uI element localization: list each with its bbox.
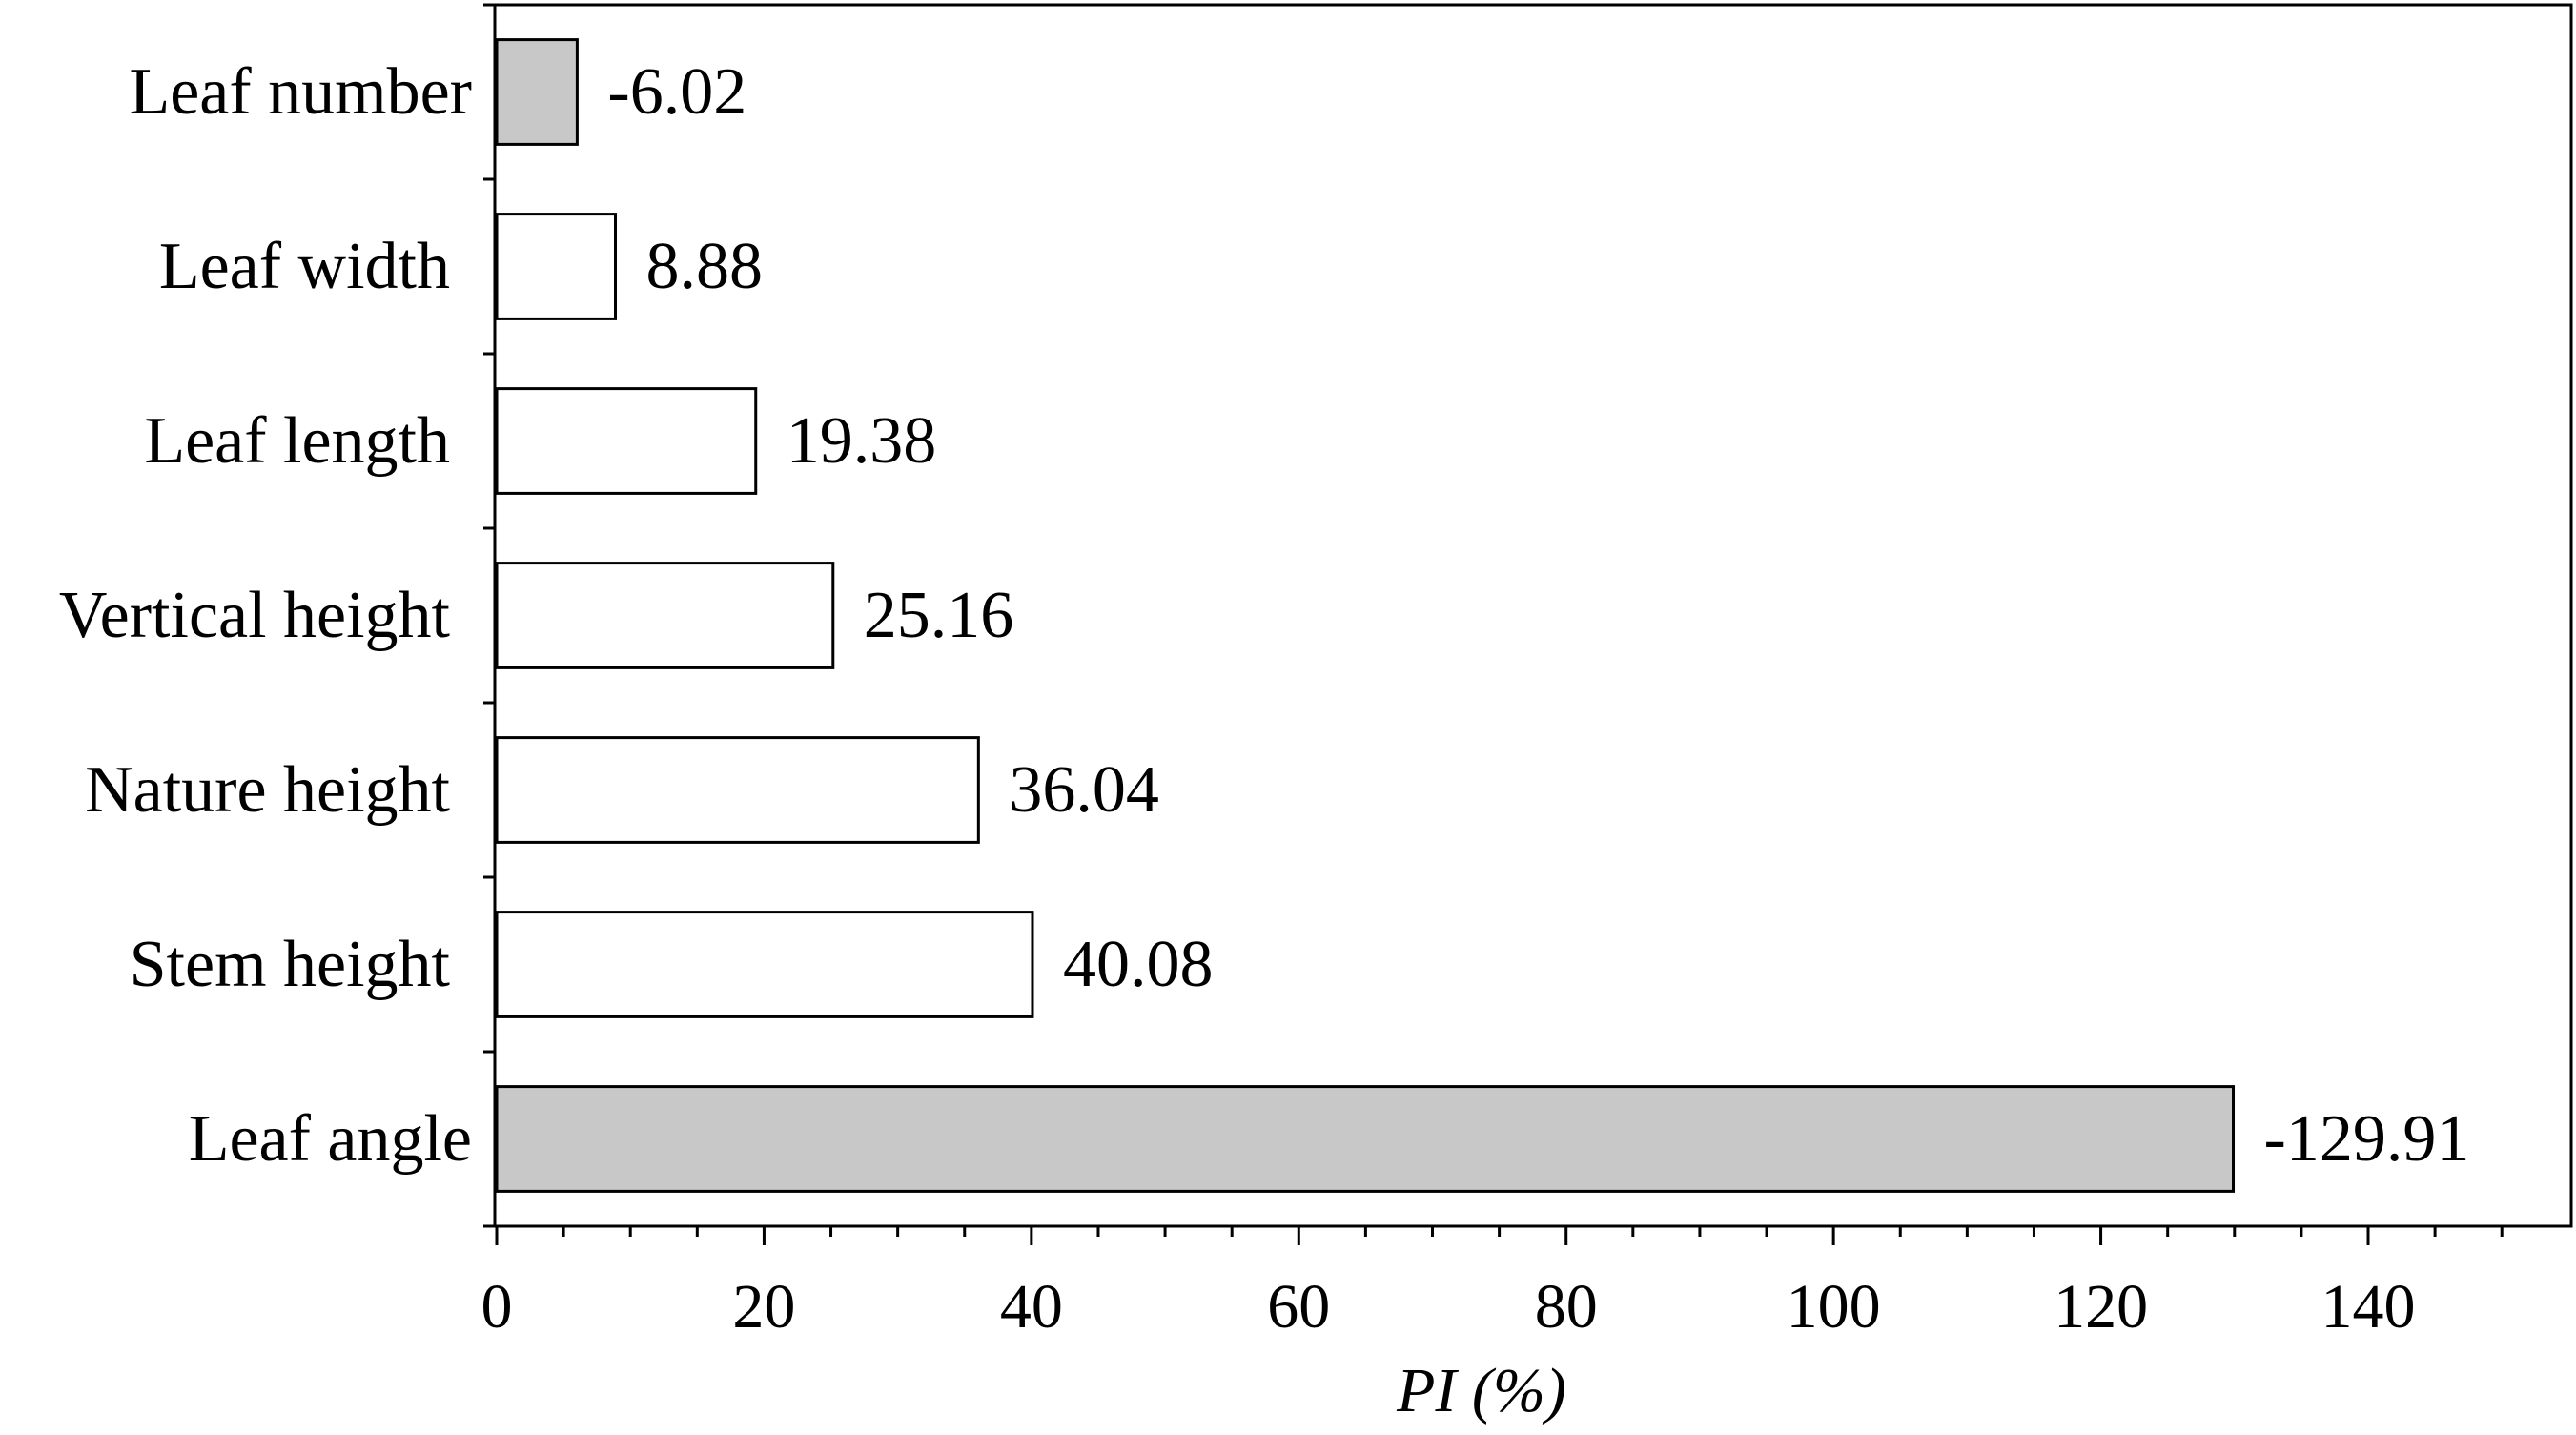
bars bbox=[495, 38, 2236, 1193]
category-label: Leaf width bbox=[159, 230, 450, 303]
bar-nature-height bbox=[495, 736, 980, 844]
value-labels: -6.02 8.88 19.38 25.16 36.04 40.08 -129.91 bbox=[607, 55, 2469, 1176]
category-label: Vertical height bbox=[59, 579, 451, 652]
plot-frame bbox=[493, 3, 2573, 1228]
y-axis-ticks bbox=[483, 3, 495, 1228]
bar-vertical-height bbox=[495, 562, 835, 669]
category-label: Leaf length bbox=[144, 404, 450, 478]
x-tick-label: 20 bbox=[732, 1272, 795, 1342]
data-label: 8.88 bbox=[646, 230, 764, 303]
x-tick-label: 60 bbox=[1267, 1272, 1330, 1342]
category-labels: Leaf number Leaf width Leaf length Vertical… bbox=[59, 55, 472, 1176]
data-label: 40.08 bbox=[1063, 928, 1214, 1001]
category-label: Leaf number bbox=[129, 55, 472, 129]
x-tick-label: 140 bbox=[2321, 1272, 2416, 1342]
data-label: 25.16 bbox=[864, 579, 1013, 652]
x-axis-title: PI (%) bbox=[1396, 1356, 1566, 1425]
x-tick-label: 40 bbox=[1000, 1272, 1063, 1342]
data-label: 36.04 bbox=[1009, 753, 1159, 827]
x-tick-label: 120 bbox=[2054, 1272, 2148, 1342]
bar-leaf-length bbox=[495, 387, 758, 495]
x-tick-label: 80 bbox=[1535, 1272, 1598, 1342]
x-tick-label: 100 bbox=[1787, 1272, 1881, 1342]
category-label: Stem height bbox=[130, 928, 451, 1001]
bar-stem-height bbox=[495, 911, 1034, 1018]
category-label: Leaf angle bbox=[189, 1102, 472, 1176]
bar-leaf-angle bbox=[495, 1085, 2236, 1193]
category-label: Nature height bbox=[85, 753, 450, 827]
bar-leaf-width bbox=[495, 213, 618, 320]
data-label: -6.02 bbox=[607, 55, 746, 129]
bar-leaf-number bbox=[495, 38, 579, 146]
data-label: 19.38 bbox=[787, 404, 937, 478]
data-label: -129.91 bbox=[2264, 1102, 2470, 1176]
x-tick-label: 0 bbox=[481, 1272, 513, 1342]
x-axis-ticks: 0 20 40 60 80 100 120 140 bbox=[481, 1226, 2504, 1342]
